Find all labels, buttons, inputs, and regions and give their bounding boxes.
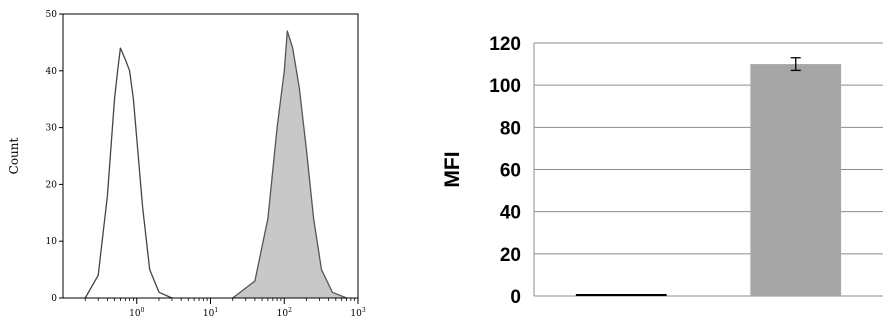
- x-tick-label: 100: [129, 307, 144, 319]
- y-tick-label: 100: [489, 76, 521, 97]
- bar: [575, 294, 667, 296]
- x-tick-base: 10: [129, 309, 141, 319]
- y-tick-label: 30: [46, 124, 58, 134]
- x-tick-label: 101: [203, 307, 218, 319]
- y-tick-label: 20: [46, 180, 58, 190]
- histogram-curve-0: [84, 47, 173, 299]
- y-tick-label: 0: [51, 294, 57, 304]
- x-tick-label: 103: [350, 307, 365, 319]
- x-tick-base: 10: [350, 309, 362, 319]
- y-tick-label: 0: [510, 287, 521, 308]
- y-tick-label: 80: [500, 118, 521, 139]
- mfi-bar-chart: 0 20 40 60 80 100 120 MFI: [441, 34, 883, 308]
- x-tick-label: 102: [277, 307, 292, 319]
- x-tick-exponent: 2: [288, 307, 292, 314]
- x-tick-base: 10: [203, 309, 215, 319]
- y-tick-label: 40: [500, 203, 521, 224]
- histogram-fill-1: [232, 31, 347, 298]
- y-tick-label: 50: [46, 10, 58, 20]
- y-axis-label: MFI: [441, 151, 464, 187]
- y-tick-label: 40: [46, 67, 58, 77]
- x-tick-exponent: 3: [362, 307, 366, 314]
- x-tick-exponent: 0: [141, 307, 145, 314]
- y-tick-label: 60: [500, 161, 521, 182]
- bar: [750, 64, 842, 296]
- y-tick-label: 20: [500, 245, 521, 266]
- x-tick-base: 10: [277, 309, 289, 319]
- y-tick-label: 120: [489, 34, 521, 55]
- x-tick-exponent: 1: [214, 307, 218, 314]
- y-tick-label: 10: [46, 237, 58, 247]
- histogram-curve-1: [232, 30, 347, 299]
- y-axis-label: Count: [7, 137, 21, 174]
